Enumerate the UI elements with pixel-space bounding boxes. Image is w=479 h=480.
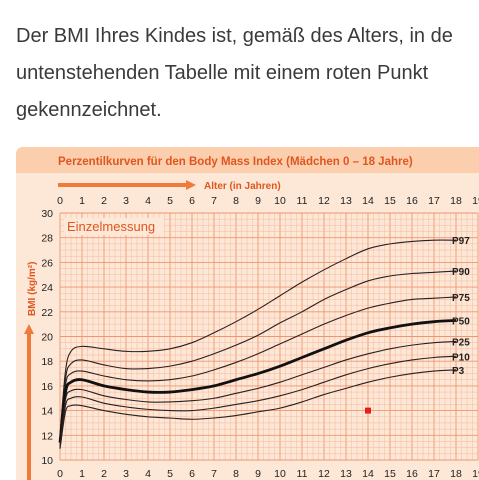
x-tick-label-top: 9	[255, 195, 261, 207]
x-tick-label-bottom: 17	[428, 468, 440, 480]
y-axis-label: BMI (kg/m²)	[27, 262, 38, 316]
x-tick-label-top: 8	[233, 195, 239, 207]
x-tick-label-bottom: 14	[362, 468, 374, 480]
y-tick-label: 20	[41, 332, 53, 344]
chart-title: Perzentilkurven für den Body Mass Index …	[58, 156, 413, 168]
x-tick-label-top: 13	[340, 195, 352, 207]
x-tick-label-bottom: 7	[211, 468, 217, 480]
y-tick-label: 22	[41, 307, 53, 319]
y-tick-label: 30	[41, 208, 53, 220]
series-label-p3: P3	[452, 366, 465, 377]
x-tick-label-top: 6	[189, 195, 195, 207]
percentile-curve-p90	[59, 270, 457, 438]
x-tick-label-bottom: 3	[123, 468, 129, 480]
percentile-curve-p3	[59, 369, 457, 449]
x-axis-arrow-shaft	[58, 183, 186, 187]
y-tick-label: 16	[41, 381, 53, 393]
series-label-p25: P25	[452, 337, 470, 348]
x-tick-label-top: 10	[274, 195, 286, 207]
x-tick-label-top: 5	[167, 195, 173, 207]
y-tick-label: 18	[41, 356, 53, 368]
x-tick-label-bottom: 16	[406, 468, 418, 480]
x-tick-label-top: 4	[145, 195, 151, 207]
x-tick-label-bottom: 10	[274, 468, 286, 480]
x-tick-label-top: 17	[428, 195, 440, 207]
x-tick-label-bottom: 19	[472, 468, 479, 480]
x-tick-label-bottom: 8	[233, 468, 239, 480]
x-tick-label-bottom: 12	[318, 468, 330, 480]
series-label-p10: P10	[452, 352, 470, 363]
percentile-curve-p75	[59, 296, 457, 441]
panel-label: Einzelmessung	[67, 219, 155, 234]
x-tick-label-bottom: 9	[255, 468, 261, 480]
x-tick-label-top: 18	[450, 195, 462, 207]
intro-text: Der BMI Ihres Kindes ist, gemäß des Alte…	[16, 18, 479, 129]
x-tick-label-bottom: 1	[79, 468, 85, 480]
x-axis-label: Alter (in Jahren)	[204, 181, 281, 192]
x-tick-label-bottom: 11	[297, 468, 308, 480]
intro-line-2: untenstehenden Tabelle mit einem roten P…	[16, 62, 429, 84]
x-tick-label-bottom: 18	[450, 468, 462, 480]
intro-line-1: Der BMI Ihres Kindes ist, gemäß des Alte…	[16, 25, 453, 47]
x-tick-label-bottom: 5	[167, 468, 173, 480]
x-tick-label-bottom: 13	[340, 468, 352, 480]
series-label-p90: P90	[452, 267, 470, 278]
x-axis-arrow-head	[186, 180, 196, 190]
percentile-curve-p50	[58, 319, 457, 443]
y-tick-label: 10	[41, 455, 53, 467]
x-tick-label-top: 15	[384, 195, 396, 207]
x-tick-label-top: 12	[318, 195, 330, 207]
y-tick-label: 28	[41, 233, 53, 245]
panel-label-bg	[64, 218, 164, 235]
x-tick-label-top: 0	[57, 195, 63, 207]
y-tick-label: 24	[41, 282, 53, 294]
x-tick-label-top: 11	[297, 195, 308, 207]
x-tick-label-top: 16	[406, 195, 418, 207]
y-axis-arrow-shaft	[27, 334, 31, 480]
intro-line-3: gekennzeichnet.	[16, 99, 162, 121]
measurement-point	[365, 407, 371, 414]
x-tick-label-bottom: 6	[189, 468, 195, 480]
x-tick-label-bottom: 0	[57, 468, 63, 480]
chart-header-fill	[16, 160, 479, 173]
x-tick-label-bottom: 4	[145, 468, 151, 480]
x-tick-label-bottom: 2	[101, 468, 107, 480]
series-label-p50: P50	[452, 316, 470, 327]
y-tick-label: 14	[41, 406, 53, 418]
x-tick-label-top: 2	[101, 195, 107, 207]
percentile-curve-p10	[59, 355, 457, 448]
x-tick-label-top: 7	[211, 195, 217, 207]
y-axis-arrow-head	[24, 324, 34, 334]
series-label-p97: P97	[452, 236, 470, 247]
y-tick-label: 26	[41, 257, 53, 269]
x-tick-label-bottom: 15	[384, 468, 396, 480]
percentile-curve-p25	[59, 340, 457, 446]
x-tick-label-top: 19	[472, 195, 479, 207]
x-tick-label-top: 14	[362, 195, 374, 207]
y-tick-label: 12	[41, 430, 53, 442]
series-label-p75: P75	[452, 293, 470, 304]
x-tick-label-top: 3	[123, 195, 129, 207]
x-tick-label-top: 1	[79, 195, 85, 207]
percentile-curve-p97	[59, 239, 457, 436]
